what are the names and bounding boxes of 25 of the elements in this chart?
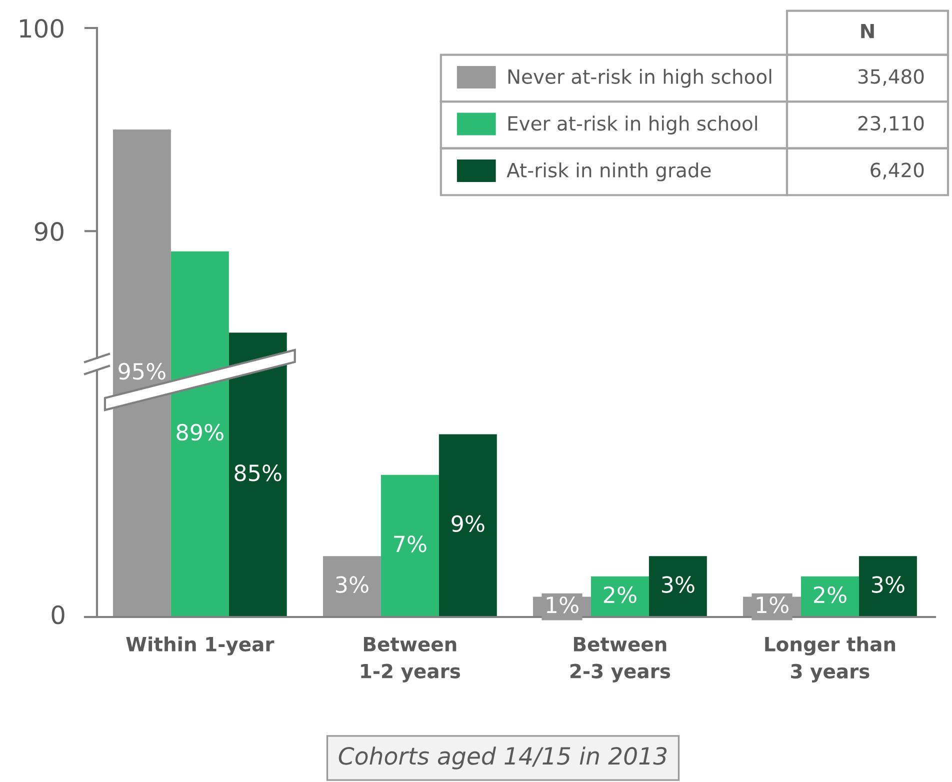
data-label: 2%	[814, 586, 846, 604]
data-label: 89%	[176, 424, 224, 441]
data-label: 3%	[872, 576, 904, 593]
text: 0	[52, 605, 64, 624]
x-tick-label: Within 1-year	[126, 636, 274, 656]
legend-label: Never at-risk in high school	[508, 68, 772, 88]
legend-label: At-risk in ninth grade	[506, 162, 711, 182]
annotation: 6,420	[870, 162, 924, 180]
data-label: 3%	[662, 576, 694, 593]
data-label: 3%	[336, 576, 368, 593]
annotation: 35,480	[858, 69, 924, 86]
text: Cohorts aged 14/15 in 2013	[338, 746, 667, 770]
legend-label: Ever at-risk in high school	[508, 116, 757, 134]
data-label: 7%	[394, 536, 426, 552]
data-label: 9%	[452, 515, 484, 532]
x-tick-label: Between 2-3 years	[570, 637, 670, 682]
data-label: 2%	[604, 586, 636, 604]
data-label: 95%	[118, 362, 166, 380]
y-tick-label: 100	[20, 18, 64, 38]
annotation: 23,110	[858, 116, 924, 133]
y-tick-label: 90	[34, 222, 64, 241]
data-label: 85%	[234, 464, 282, 482]
x-tick-label: Longer than 3 years	[765, 636, 896, 683]
x-tick-label: Between 1-2 years	[361, 637, 460, 682]
legend-title: N	[861, 24, 874, 38]
